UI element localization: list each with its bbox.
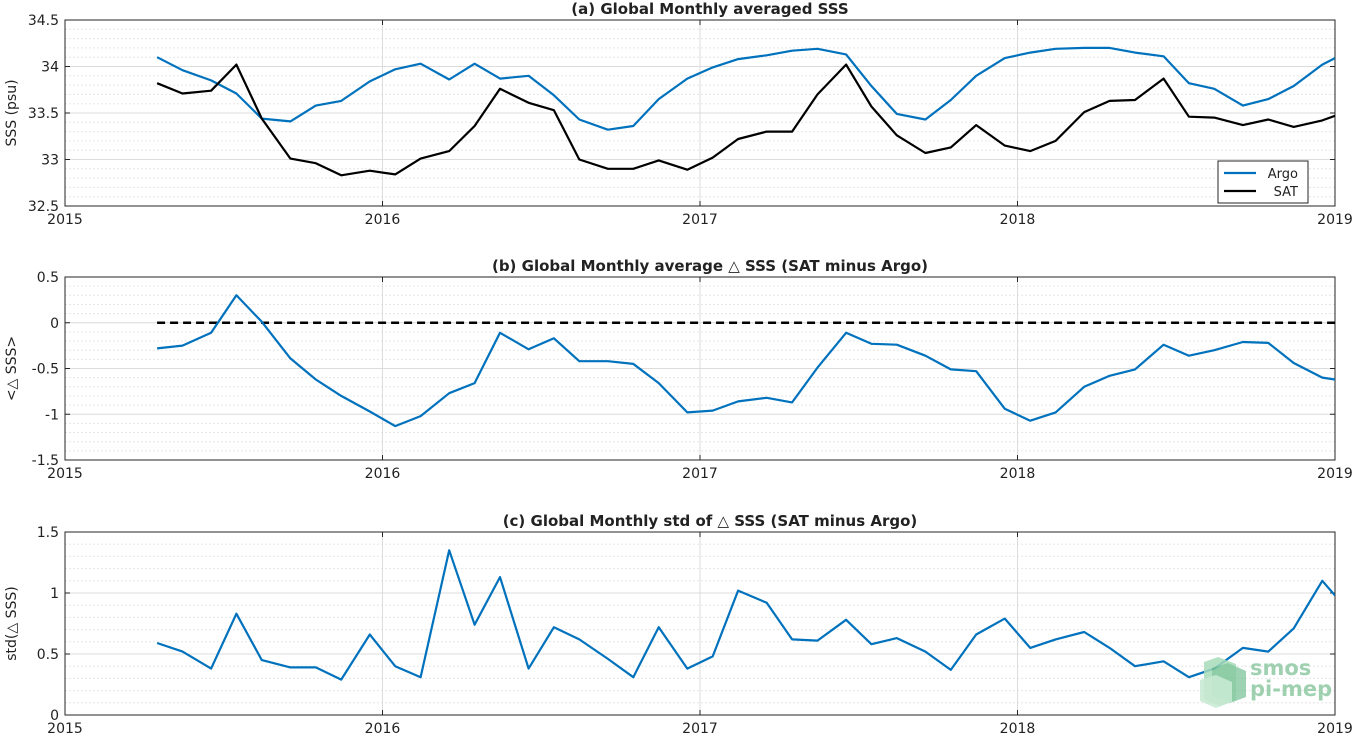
y-tick-label: 34.5	[28, 13, 59, 29]
panel-a-global-monthly-sss: 32.5 33 33.5 34 34.5 2015 2016 2017 2018 2019 (a) …	[4, 0, 1353, 228]
x-tick-label: 2015	[47, 212, 83, 228]
x-tick-label: 2017	[682, 721, 718, 737]
chart-title: (b) Global Monthly average △ SSS (SAT mi…	[492, 257, 928, 275]
logo-wave-icon	[1200, 657, 1246, 708]
legend-label-argo: Argo	[1268, 167, 1298, 182]
x-tick-label: 2018	[1000, 466, 1036, 482]
y-tick-label: -1.5	[32, 453, 59, 469]
legend-label-sat: SAT	[1274, 185, 1298, 200]
chart-title: (c) Global Monthly std of △ SSS (SAT min…	[503, 512, 918, 530]
x-tick-label: 2015	[47, 721, 83, 737]
series-line-argo	[156, 46, 1335, 131]
y-tick-label: 1.5	[37, 525, 59, 541]
y-tick-label: 34	[41, 60, 59, 76]
y-axis-label: SSS (psu)	[4, 79, 20, 146]
y-axis-label: std(△ SSS)	[4, 586, 20, 660]
series-line	[156, 294, 1335, 428]
y-tick-label: 0.5	[37, 647, 59, 663]
panel-b-monthly-delta-sss: -1.5 -1 -0.5 0 0.5 2015 2016 2017 2018 2019 (b) Gl…	[4, 257, 1353, 482]
y-tick-label: -0.5	[32, 362, 59, 378]
y-tick-label: 33	[41, 153, 59, 169]
x-tick-label: 2017	[682, 466, 718, 482]
y-tick-label: 1	[50, 586, 59, 602]
logo-text-smos: smos	[1250, 656, 1311, 680]
y-tick-label: 33.5	[28, 106, 59, 122]
x-tick-label: 2018	[1000, 212, 1036, 228]
y-tick-label: 0.5	[37, 270, 59, 286]
legend-box	[1217, 160, 1309, 204]
logo-text-pi-mep: pi-mep	[1250, 677, 1332, 701]
legend: Argo SAT	[1217, 160, 1309, 204]
x-tick-label: 2017	[682, 212, 718, 228]
y-tick-label: 0	[50, 316, 59, 332]
x-tick-label: 2019	[1317, 721, 1353, 737]
x-tick-label: 2016	[365, 721, 401, 737]
x-tick-label: 2016	[365, 212, 401, 228]
x-tick-label: 2016	[365, 466, 401, 482]
x-tick-label: 2015	[47, 466, 83, 482]
series-line	[156, 549, 1335, 681]
chart-title: (a) Global Monthly averaged SSS	[571, 0, 848, 18]
x-tick-label: 2019	[1317, 466, 1353, 482]
x-tick-label: 2018	[1000, 721, 1036, 737]
y-tick-label: 0	[50, 708, 59, 724]
y-tick-label: 32.5	[28, 199, 59, 215]
series-line-sat	[156, 63, 1335, 177]
smos-pi-mep-logo: smos pi-mep	[1200, 656, 1332, 708]
x-tick-label: 2019	[1317, 212, 1353, 228]
y-axis-label: <△ SSS>	[4, 336, 20, 401]
panel-c-std-delta-sss: 0 0.5 1 1.5 2015 2016 2017 2018 2019 (c) Global M…	[4, 512, 1353, 737]
y-tick-label: -1	[45, 407, 59, 423]
